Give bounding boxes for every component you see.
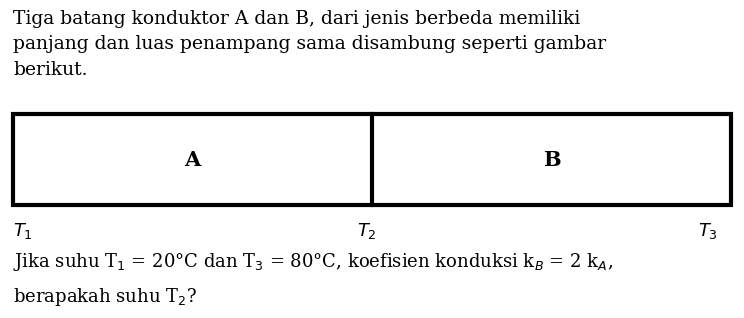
Text: B: B (543, 150, 560, 170)
Text: Jika suhu T$_1$ = 20°C dan T$_3$ = 80°C, koefisien konduksi k$_B$ = 2 k$_A$,: Jika suhu T$_1$ = 20°C dan T$_3$ = 80°C,… (13, 251, 614, 273)
Text: $\mathit{T_1}$: $\mathit{T_1}$ (13, 221, 33, 240)
Text: A: A (185, 150, 201, 170)
Text: berapakah suhu T$_2$?: berapakah suhu T$_2$? (13, 286, 197, 308)
Text: $\mathit{T_2}$: $\mathit{T_2}$ (357, 221, 376, 240)
Text: Tiga batang konduktor A dan B, dari jenis berbeda memiliki
panjang dan luas pena: Tiga batang konduktor A dan B, dari jeni… (13, 10, 606, 79)
Bar (13, 114, 731, 205)
Text: $\mathit{T_3}$: $\mathit{T_3}$ (698, 221, 718, 240)
